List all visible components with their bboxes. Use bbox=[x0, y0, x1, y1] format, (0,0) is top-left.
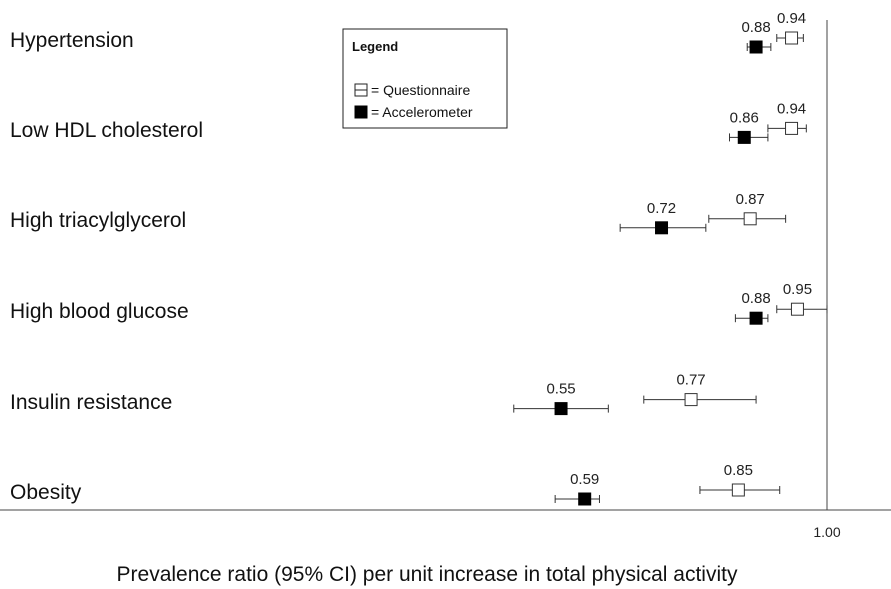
point-questionnaire-0 bbox=[785, 31, 799, 45]
value-label-accelerometer-2: 0.72 bbox=[647, 200, 676, 217]
legend-title: Legend bbox=[352, 39, 398, 54]
value-label-accelerometer-3: 0.88 bbox=[741, 290, 770, 307]
category-label-high-triacylglycerol: High triacylglycerol bbox=[10, 209, 186, 232]
point-questionnaire-1 bbox=[785, 121, 799, 135]
legend-item-accelerometer: = Accelerometer bbox=[371, 104, 473, 120]
point-accelerometer-5 bbox=[578, 492, 592, 506]
point-questionnaire-3 bbox=[790, 302, 804, 316]
legend-box bbox=[342, 28, 508, 129]
point-questionnaire-4 bbox=[684, 393, 698, 407]
value-label-questionnaire-4: 0.77 bbox=[676, 372, 705, 389]
legend-filled-square-icon bbox=[354, 105, 368, 119]
category-label-low-hdl: Low HDL cholesterol bbox=[10, 119, 203, 142]
legend: Legend = Questionnaire = Accelerometer bbox=[342, 28, 508, 129]
value-label-questionnaire-3: 0.95 bbox=[783, 281, 812, 298]
value-label-questionnaire-1: 0.94 bbox=[777, 100, 806, 117]
value-label-questionnaire-0: 0.94 bbox=[777, 10, 806, 27]
point-accelerometer-0 bbox=[749, 40, 763, 54]
value-label-accelerometer-0: 0.88 bbox=[741, 19, 770, 36]
legend-item-questionnaire: = Questionnaire bbox=[371, 82, 470, 98]
reference-tick-label: 1.00 bbox=[813, 524, 840, 540]
value-label-questionnaire-2: 0.87 bbox=[736, 191, 765, 208]
category-label-hypertension: Hypertension bbox=[10, 29, 134, 52]
value-label-accelerometer-4: 0.55 bbox=[546, 381, 575, 398]
category-label-insulin-resistance: Insulin resistance bbox=[10, 391, 172, 414]
category-label-high-blood-glucose: High blood glucose bbox=[10, 300, 189, 323]
point-accelerometer-3 bbox=[749, 311, 763, 325]
value-label-questionnaire-5: 0.85 bbox=[724, 462, 753, 479]
point-accelerometer-1 bbox=[737, 130, 751, 144]
x-axis-title: Prevalence ratio (95% CI) per unit incre… bbox=[117, 563, 738, 586]
value-label-accelerometer-5: 0.59 bbox=[570, 471, 599, 488]
value-label-accelerometer-1: 0.86 bbox=[730, 109, 759, 126]
category-label-obesity: Obesity bbox=[10, 481, 82, 504]
point-accelerometer-4 bbox=[554, 402, 568, 416]
point-accelerometer-2 bbox=[655, 221, 669, 235]
plot-marks: 0.94 0.94 0.87 0.95 0.77 0.85 0.88 0.86 0.72 0.88… bbox=[513, 10, 828, 506]
point-questionnaire-5 bbox=[731, 483, 745, 497]
point-questionnaire-2 bbox=[743, 212, 757, 226]
